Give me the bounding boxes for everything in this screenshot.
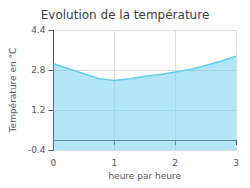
svg-text:1: 1 — [111, 158, 117, 168]
svg-text:2: 2 — [172, 158, 178, 168]
svg-text:4.4: 4.4 — [31, 25, 46, 35]
svg-text:0: 0 — [51, 158, 57, 168]
svg-text:2.8: 2.8 — [31, 65, 46, 75]
svg-text:Evolution de la température: Evolution de la température — [41, 8, 210, 22]
svg-text:-0.4: -0.4 — [28, 145, 46, 155]
svg-text:1.2: 1.2 — [31, 105, 45, 115]
svg-text:Température en °C: Température en °C — [8, 48, 18, 134]
svg-text:heure par heure: heure par heure — [108, 171, 181, 181]
svg-text:3: 3 — [233, 158, 239, 168]
